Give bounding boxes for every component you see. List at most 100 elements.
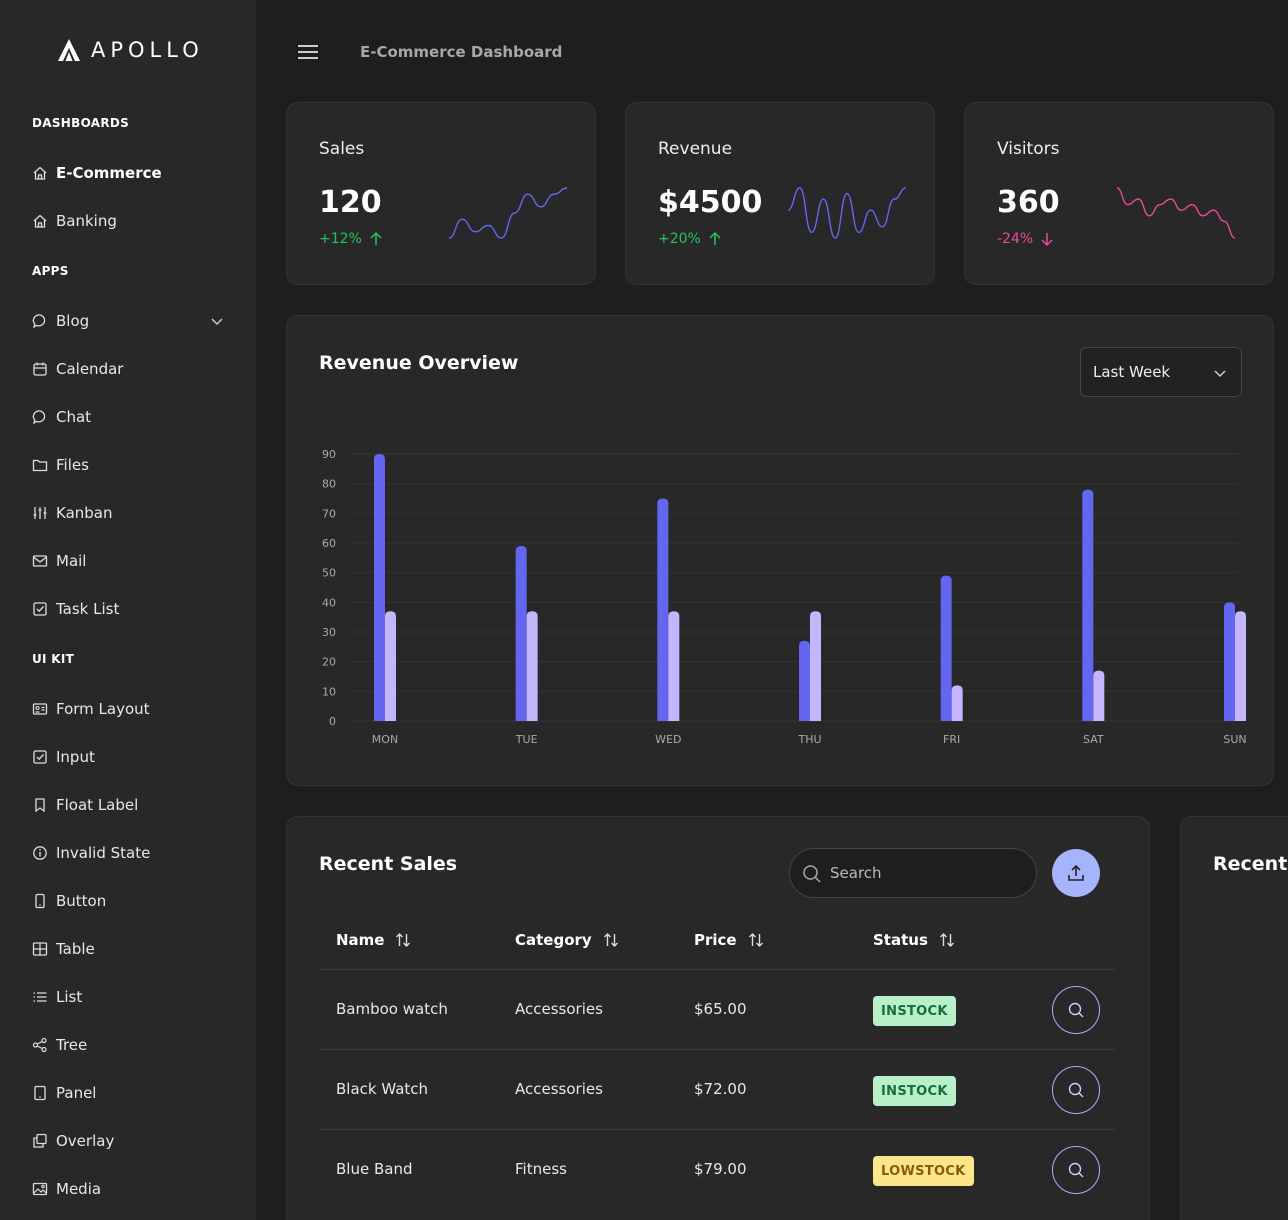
x-tick-label: SUN (1223, 733, 1246, 746)
sidebar-item-list[interactable]: List (32, 985, 228, 1009)
hamburger-menu-icon[interactable] (296, 41, 320, 63)
y-tick-label: 0 (329, 715, 336, 728)
recent-panel-title: Recent (1213, 853, 1288, 875)
view-button[interactable] (1052, 1066, 1100, 1114)
mobile-icon (35, 893, 45, 909)
stat-card-revenue: Revenue $4500 +20% (625, 102, 935, 285)
search-icon (1068, 1002, 1084, 1018)
sidebar-item-label: Blog (56, 312, 90, 330)
sparkline-chart (1116, 187, 1236, 239)
home-icon (33, 214, 47, 228)
page-title: E-Commerce Dashboard (360, 43, 563, 61)
sort-icon[interactable] (747, 931, 765, 949)
sidebar-item-table[interactable]: Table (32, 937, 228, 961)
chevron-down-icon (1214, 370, 1226, 378)
sparkline-chart (787, 187, 907, 239)
y-tick-label: 20 (322, 656, 336, 669)
sidebar-item-label: Float Label (56, 796, 139, 814)
stat-card-visitors: Visitors 360 -24% (964, 102, 1274, 285)
sidebar-item-label: Chat (56, 408, 92, 426)
period-dropdown[interactable]: Last Week (1080, 347, 1242, 397)
sidebar-item-calendar[interactable]: Calendar (32, 357, 228, 381)
bar-mon-series-1 (374, 454, 385, 721)
stat-title: Revenue (658, 139, 733, 159)
sidebar-item-form-layout[interactable]: Form Layout (32, 697, 228, 721)
check-square-icon (33, 602, 47, 616)
sidebar-section-dashboards: DASHBOARDS (32, 116, 130, 130)
sidebar-item-panel[interactable]: Panel (32, 1081, 228, 1105)
sidebar-item-invalid-state[interactable]: Invalid State (32, 841, 228, 865)
search-input[interactable]: Search (789, 848, 1037, 898)
cell-name: Black Watch (336, 1080, 429, 1098)
sidebar-item-mail[interactable]: Mail (32, 549, 228, 573)
check-square-icon (33, 750, 47, 764)
sidebar-item-label: Banking (56, 212, 117, 230)
sidebar: APOLLO DASHBOARDS E-Commerce Banking APPS Bl… (0, 0, 256, 1220)
column-header-price[interactable]: Price (694, 931, 765, 949)
column-header-label: Category (515, 931, 592, 949)
sidebar-item-label: Table (56, 940, 95, 958)
revenue-overview-title: Revenue Overview (319, 352, 519, 374)
y-tick-label: 80 (322, 478, 336, 491)
arrow-up-icon (709, 231, 721, 245)
sparkline-line (448, 187, 568, 239)
brand-logo[interactable]: APOLLO (57, 38, 204, 62)
view-button[interactable] (1052, 1146, 1100, 1194)
sort-icon[interactable] (394, 931, 412, 949)
sidebar-item-label: Kanban (56, 504, 113, 522)
bar-sun-series-1 (1224, 602, 1235, 721)
y-tick-label: 50 (322, 567, 336, 580)
sidebar-item-label: Overlay (56, 1132, 115, 1150)
status-badge: LOWSTOCK (873, 1156, 974, 1186)
sidebar-item-task-list[interactable]: Task List (32, 597, 228, 621)
bar-wed-series-1 (657, 498, 669, 721)
table-row: Bamboo watch Accessories $65.00 INSTOCK (319, 969, 1115, 1049)
table-icon (32, 942, 48, 956)
stat-value: 360 (997, 185, 1060, 220)
sidebar-item-banking[interactable]: Banking (32, 209, 228, 233)
cell-name: Bamboo watch (336, 1000, 448, 1018)
sidebar-item-files[interactable]: Files (32, 453, 228, 477)
bar-sat-series-2 (1093, 670, 1105, 721)
sidebar-item-overlay[interactable]: Overlay (32, 1129, 228, 1153)
export-button[interactable] (1052, 849, 1100, 897)
sidebar-item-blog[interactable]: Blog (32, 309, 228, 333)
sidebar-item-media[interactable]: Media (32, 1177, 228, 1201)
column-header-name[interactable]: Name (336, 931, 412, 949)
cell-category: Fitness (515, 1160, 567, 1178)
view-button[interactable] (1052, 986, 1100, 1034)
recent-sales-title: Recent Sales (319, 853, 458, 875)
sidebar-item-tree[interactable]: Tree (32, 1033, 228, 1057)
calendar-icon (33, 362, 47, 376)
column-header-category[interactable]: Category (515, 931, 620, 949)
column-header-label: Status (873, 931, 928, 949)
chevron-down-icon[interactable] (210, 314, 224, 328)
column-header-label: Name (336, 931, 385, 949)
x-tick-label: SAT (1083, 733, 1104, 746)
recent-panel-card: Recent (1180, 816, 1288, 1220)
sidebar-item-label: Tree (56, 1036, 88, 1054)
sidebar-item-button[interactable]: Button (32, 889, 228, 913)
sort-icon[interactable] (602, 931, 620, 949)
cell-name: Blue Band (336, 1160, 413, 1178)
sidebar-item-float-label[interactable]: Float Label (32, 793, 228, 817)
sidebar-item-e-commerce[interactable]: E-Commerce (32, 161, 228, 185)
x-tick-label: THU (797, 733, 821, 746)
sidebar-item-input[interactable]: Input (32, 745, 228, 769)
bar-sun-series-2 (1235, 611, 1246, 721)
envelope-icon (32, 555, 48, 567)
period-dropdown-value: Last Week (1093, 363, 1171, 381)
info-circle-icon (33, 846, 47, 860)
sidebar-item-label: Mail (56, 552, 87, 570)
sort-icon[interactable] (938, 931, 956, 949)
sidebar-item-kanban[interactable]: Kanban (32, 501, 228, 525)
stat-value: 120 (319, 185, 382, 220)
sidebar-item-label: Task List (56, 600, 120, 618)
stat-change-value: -24% (997, 231, 1034, 247)
stat-change-value: +12% (319, 231, 362, 247)
sidebar-item-chat[interactable]: Chat (32, 405, 228, 429)
id-card-icon (32, 703, 48, 715)
cell-price: $65.00 (694, 1000, 747, 1018)
column-header-status[interactable]: Status (873, 931, 956, 949)
search-icon (803, 865, 821, 883)
